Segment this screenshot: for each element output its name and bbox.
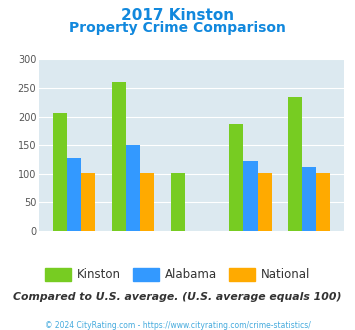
Bar: [229, 124, 244, 231]
Bar: [140, 173, 154, 231]
Text: 2017 Kinston: 2017 Kinston: [121, 8, 234, 23]
Bar: [81, 173, 95, 231]
Text: Property Crime Comparison: Property Crime Comparison: [69, 21, 286, 35]
Bar: [67, 158, 81, 231]
Legend: Kinston, Alabama, National: Kinston, Alabama, National: [40, 263, 315, 286]
Bar: [53, 113, 67, 231]
Bar: [316, 173, 331, 231]
Bar: [170, 173, 185, 231]
Bar: [302, 167, 316, 231]
Bar: [112, 82, 126, 231]
Text: Compared to U.S. average. (U.S. average equals 100): Compared to U.S. average. (U.S. average …: [13, 292, 342, 302]
Bar: [126, 145, 140, 231]
Bar: [288, 97, 302, 231]
Bar: [244, 161, 258, 231]
Text: © 2024 CityRating.com - https://www.cityrating.com/crime-statistics/: © 2024 CityRating.com - https://www.city…: [45, 321, 310, 330]
Bar: [258, 173, 272, 231]
